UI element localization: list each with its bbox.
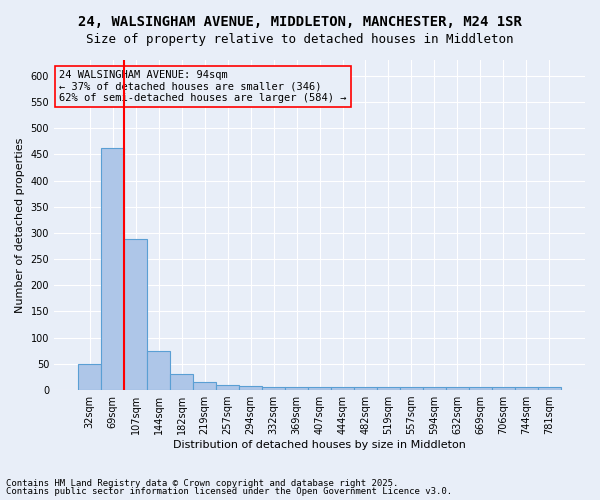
Bar (262, 388, 285, 390)
Bar (101, 148, 124, 390)
Text: Contains public sector information licensed under the Open Government Licence v3: Contains public sector information licen… (6, 487, 452, 496)
Bar (354, 388, 377, 390)
Bar (285, 388, 308, 390)
Text: 24 WALSINGHAM AVENUE: 94sqm
← 37% of detached houses are smaller (346)
62% of se: 24 WALSINGHAM AVENUE: 94sqm ← 37% of det… (59, 70, 347, 103)
Bar (538, 388, 561, 390)
Bar (469, 388, 492, 390)
Bar (377, 388, 400, 390)
Bar (400, 388, 423, 390)
Y-axis label: Number of detached properties: Number of detached properties (15, 138, 25, 312)
Text: Contains HM Land Registry data © Crown copyright and database right 2025.: Contains HM Land Registry data © Crown c… (6, 478, 398, 488)
Bar (308, 388, 331, 390)
Bar (331, 388, 354, 390)
Bar (492, 388, 515, 390)
Bar (446, 388, 469, 390)
Bar (147, 351, 170, 390)
Text: Size of property relative to detached houses in Middleton: Size of property relative to detached ho… (86, 32, 514, 46)
Bar (216, 385, 239, 390)
Bar (170, 374, 193, 390)
Text: 24, WALSINGHAM AVENUE, MIDDLETON, MANCHESTER, M24 1SR: 24, WALSINGHAM AVENUE, MIDDLETON, MANCHE… (78, 15, 522, 29)
X-axis label: Distribution of detached houses by size in Middleton: Distribution of detached houses by size … (173, 440, 466, 450)
Bar (423, 388, 446, 390)
Bar (193, 382, 216, 390)
Bar (515, 388, 538, 390)
Bar (78, 364, 101, 390)
Bar (239, 386, 262, 390)
Bar (124, 239, 147, 390)
